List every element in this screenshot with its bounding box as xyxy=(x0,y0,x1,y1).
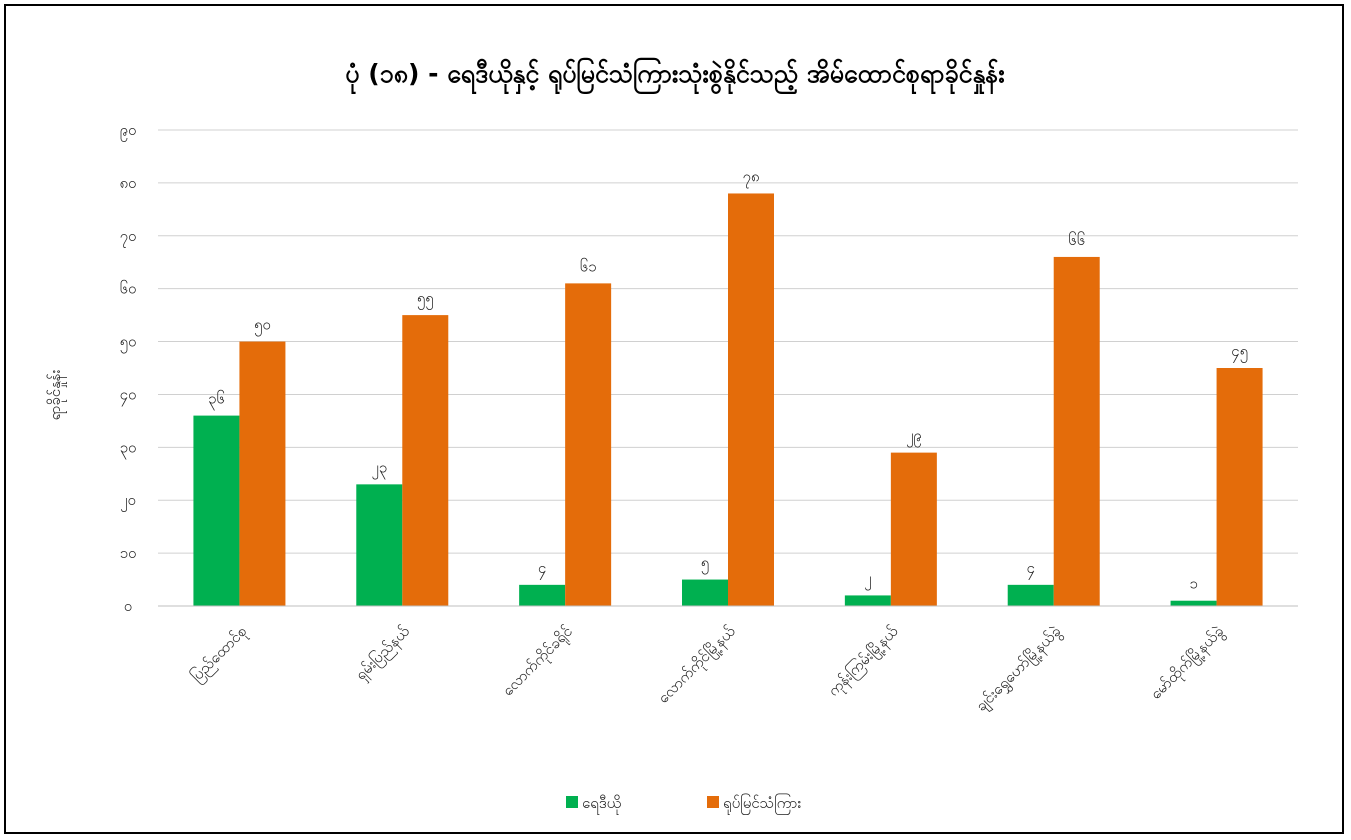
legend-item: ရေဒီယို xyxy=(566,794,621,815)
legend-item: ရုပ်မြင်သံကြား xyxy=(707,793,801,815)
y-tick-label: ၃၀ xyxy=(120,438,137,459)
legend-label: ရေဒီယို xyxy=(582,794,621,815)
legend: ရေဒီယို ရုပ်မြင်သံကြား xyxy=(566,793,801,815)
x-axis: ပြည်ထောင်စု ရှမ်းပြည်နယ် လောက်ကိုင်ခရိုင် လ… xyxy=(158,605,1298,717)
bar xyxy=(682,579,728,606)
y-tick-label: ၇၀ xyxy=(120,227,137,248)
x-tick-label: ပြည်ထောင်စု xyxy=(187,621,253,687)
data-label: ၁ xyxy=(1189,575,1197,593)
legend-label: ရုပ်မြင်သံကြား xyxy=(723,793,801,815)
bar xyxy=(890,452,937,606)
y-axis: ၀ ၁၀ ၂၀ ၃၀ ၄၀ ၅၀ ၆၀ ၇၀ ၈၀ ၉၀ xyxy=(119,121,136,615)
x-tick-label: လောက်ကိုင်ခရိုင် xyxy=(499,622,578,701)
data-label: ၂ xyxy=(864,569,871,590)
data-label: ၂၉ xyxy=(906,427,922,448)
legend-swatch xyxy=(566,796,578,808)
data-label: ၆၆ xyxy=(1068,231,1085,249)
legend-swatch xyxy=(707,796,719,808)
bar xyxy=(728,193,774,606)
y-tick-label: ၂၀ xyxy=(120,491,136,512)
bar xyxy=(1216,368,1263,606)
bar xyxy=(239,341,286,606)
data-label: ၄၅ xyxy=(1231,342,1248,363)
data-label: ၇၈ xyxy=(742,167,759,188)
y-tick-label: ၄၀ xyxy=(120,385,137,406)
data-label: ၄ xyxy=(1026,559,1034,580)
y-tick-label: ၀ xyxy=(124,597,132,615)
y-tick-label: ၈၀ xyxy=(119,174,136,192)
x-tick-label: ကုန်းကြမ်းမြို့နယ် xyxy=(824,621,904,701)
bar xyxy=(402,315,449,606)
y-tick-label: ၆၀ xyxy=(120,280,137,298)
y-tick-label: ၅၀ xyxy=(120,333,137,354)
bar xyxy=(519,584,566,606)
x-tick-label: ရှမ်းပြည်နယ် xyxy=(351,621,415,685)
x-tick-label: ချင်းရွှေဟော်မြို့နယ်ခွဲ xyxy=(971,621,1067,717)
bar xyxy=(1170,600,1217,606)
bar xyxy=(1007,584,1054,606)
x-tick-label: လောက်ကိုင်မြို့နယ် xyxy=(653,621,741,709)
x-tick-label: မော်ထိုက်မြို့နယ်ခွဲ xyxy=(1146,621,1230,705)
data-label: ၅၀ xyxy=(254,316,271,337)
data-label: ၂၃ xyxy=(371,458,387,479)
y-tick-label: ၁၀ xyxy=(120,544,137,562)
chart-title: ပုံ (၁၈) - ရေဒီယိုနှင့် ရုပ်မြင်သံကြားသု… xyxy=(345,58,1004,94)
bar xyxy=(565,283,612,606)
bar xyxy=(193,415,240,606)
data-label: ၅ xyxy=(701,554,709,575)
data-label: ၃၆ xyxy=(208,390,225,411)
bar xyxy=(1053,256,1100,606)
bars xyxy=(193,193,1263,606)
bar xyxy=(356,484,403,606)
y-axis-label: ရာခိုင်နှုန်း xyxy=(46,369,67,420)
data-label: ၆၁ xyxy=(580,257,597,275)
data-label: ၄ xyxy=(538,559,546,580)
data-label: ၅၅ xyxy=(417,289,434,310)
bar xyxy=(844,595,891,606)
y-tick-label: ၉၀ xyxy=(120,121,137,142)
